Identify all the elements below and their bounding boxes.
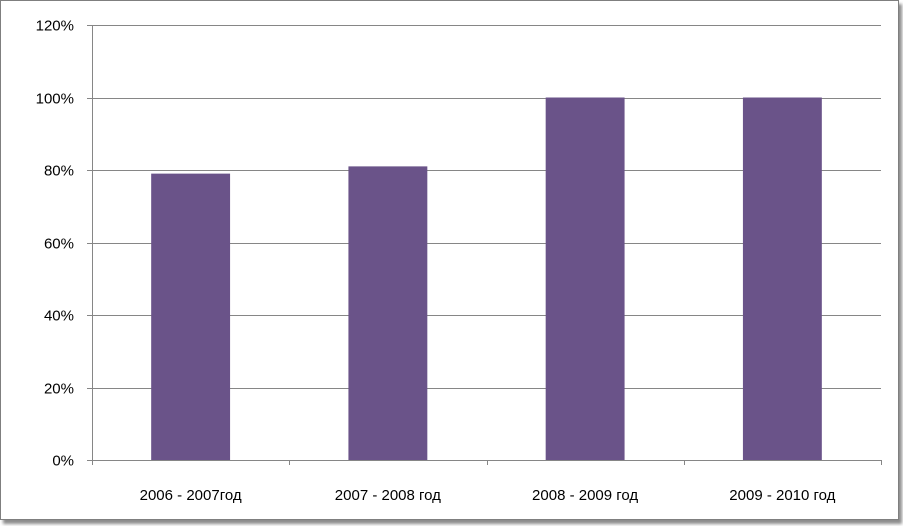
y-tick-label: 20%	[44, 381, 74, 398]
x-tick-label: 2008 - 2009 год	[532, 487, 638, 504]
y-tick-label: 40%	[44, 308, 74, 325]
y-axis-tick-labels: 0% 20% 40% 60% 80% 100% 120%	[36, 18, 74, 470]
y-tick-label: 120%	[36, 18, 74, 35]
y-tick-label: 100%	[36, 91, 74, 108]
y-tick-label: 0%	[52, 453, 74, 470]
x-tick-label: 2007 - 2008 год	[335, 487, 441, 504]
y-tick-label: 60%	[44, 236, 74, 253]
bar-3	[545, 97, 625, 460]
bars	[151, 97, 822, 460]
x-tick-label: 2006 - 2007год	[140, 487, 242, 504]
bar-4	[742, 97, 822, 460]
x-tick-label: 2009 - 2010 год	[729, 487, 835, 504]
y-tick-label: 80%	[44, 163, 74, 180]
bar-2	[348, 166, 428, 460]
bar-1	[151, 173, 231, 460]
x-axis-tick-labels: 2006 - 2007год 2007 - 2008 год 2008 - 2009…	[140, 487, 836, 504]
axes	[87, 25, 882, 465]
